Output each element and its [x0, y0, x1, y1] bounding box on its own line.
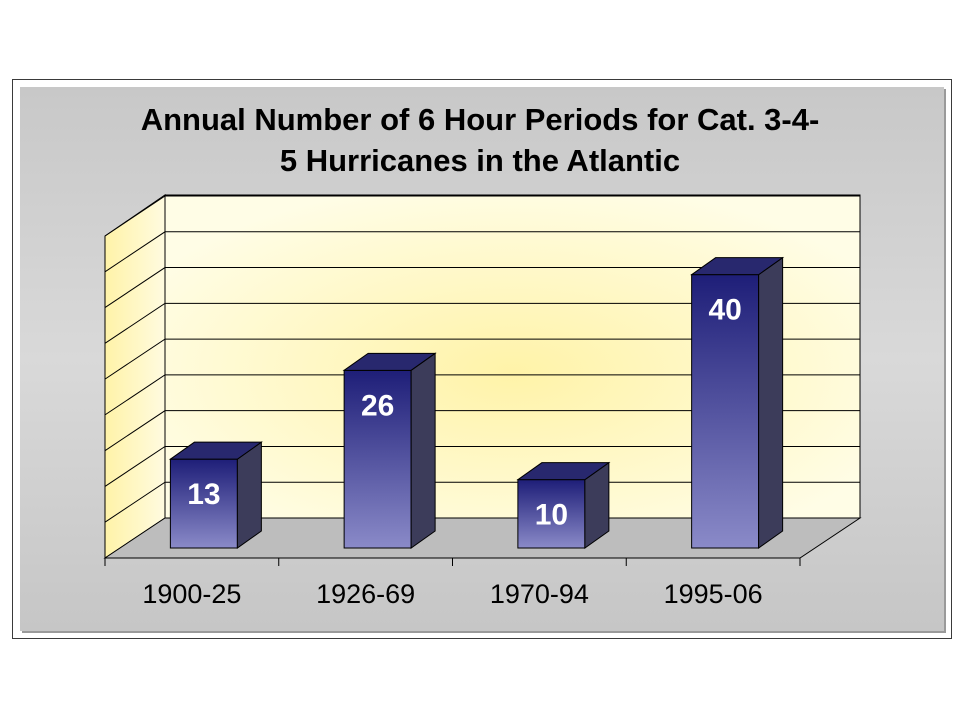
bar-top: [342, 352, 437, 371]
gridline: [104, 445, 860, 487]
bar-front: [691, 274, 760, 549]
bar: [342, 352, 437, 549]
x-tick-label: 1970-94: [490, 579, 589, 609]
bar: [690, 256, 785, 549]
bar-side: [236, 441, 262, 549]
gridline: [104, 267, 860, 308]
bar-front: [169, 458, 238, 549]
bar: [516, 461, 611, 549]
gridline: [104, 195, 860, 237]
bar-front: [517, 479, 586, 549]
bar-top: [168, 441, 263, 460]
gridline: [104, 338, 860, 380]
side-wall: [104, 194, 166, 559]
bar-top: [516, 462, 611, 481]
chart-title: Annual Number of 6 Hour Periods for Cat.…: [0, 99, 960, 181]
bar: [168, 441, 263, 549]
chart-title-line-1: Annual Number of 6 Hour Periods for Cat.…: [140, 102, 820, 137]
bar-top: [690, 257, 785, 276]
bar-side: [410, 352, 436, 549]
data-label: 13: [187, 478, 220, 511]
data-label: 10: [535, 499, 568, 532]
gridline: [104, 231, 860, 273]
chart-title-line-2: 5 Hurricanes in the Atlantic: [279, 143, 681, 178]
data-label: 26: [361, 389, 394, 422]
bar-side: [758, 256, 784, 549]
gridline: [104, 410, 860, 452]
gridline: [104, 374, 860, 416]
gridline: [104, 481, 860, 523]
x-tick-label: 1926-69: [316, 579, 415, 609]
bar-front: [343, 369, 412, 549]
x-tick-label: 1900-25: [142, 579, 241, 609]
x-tick-label: 1995-06: [664, 579, 763, 609]
data-label: 40: [708, 294, 741, 327]
gridline: [104, 302, 860, 344]
